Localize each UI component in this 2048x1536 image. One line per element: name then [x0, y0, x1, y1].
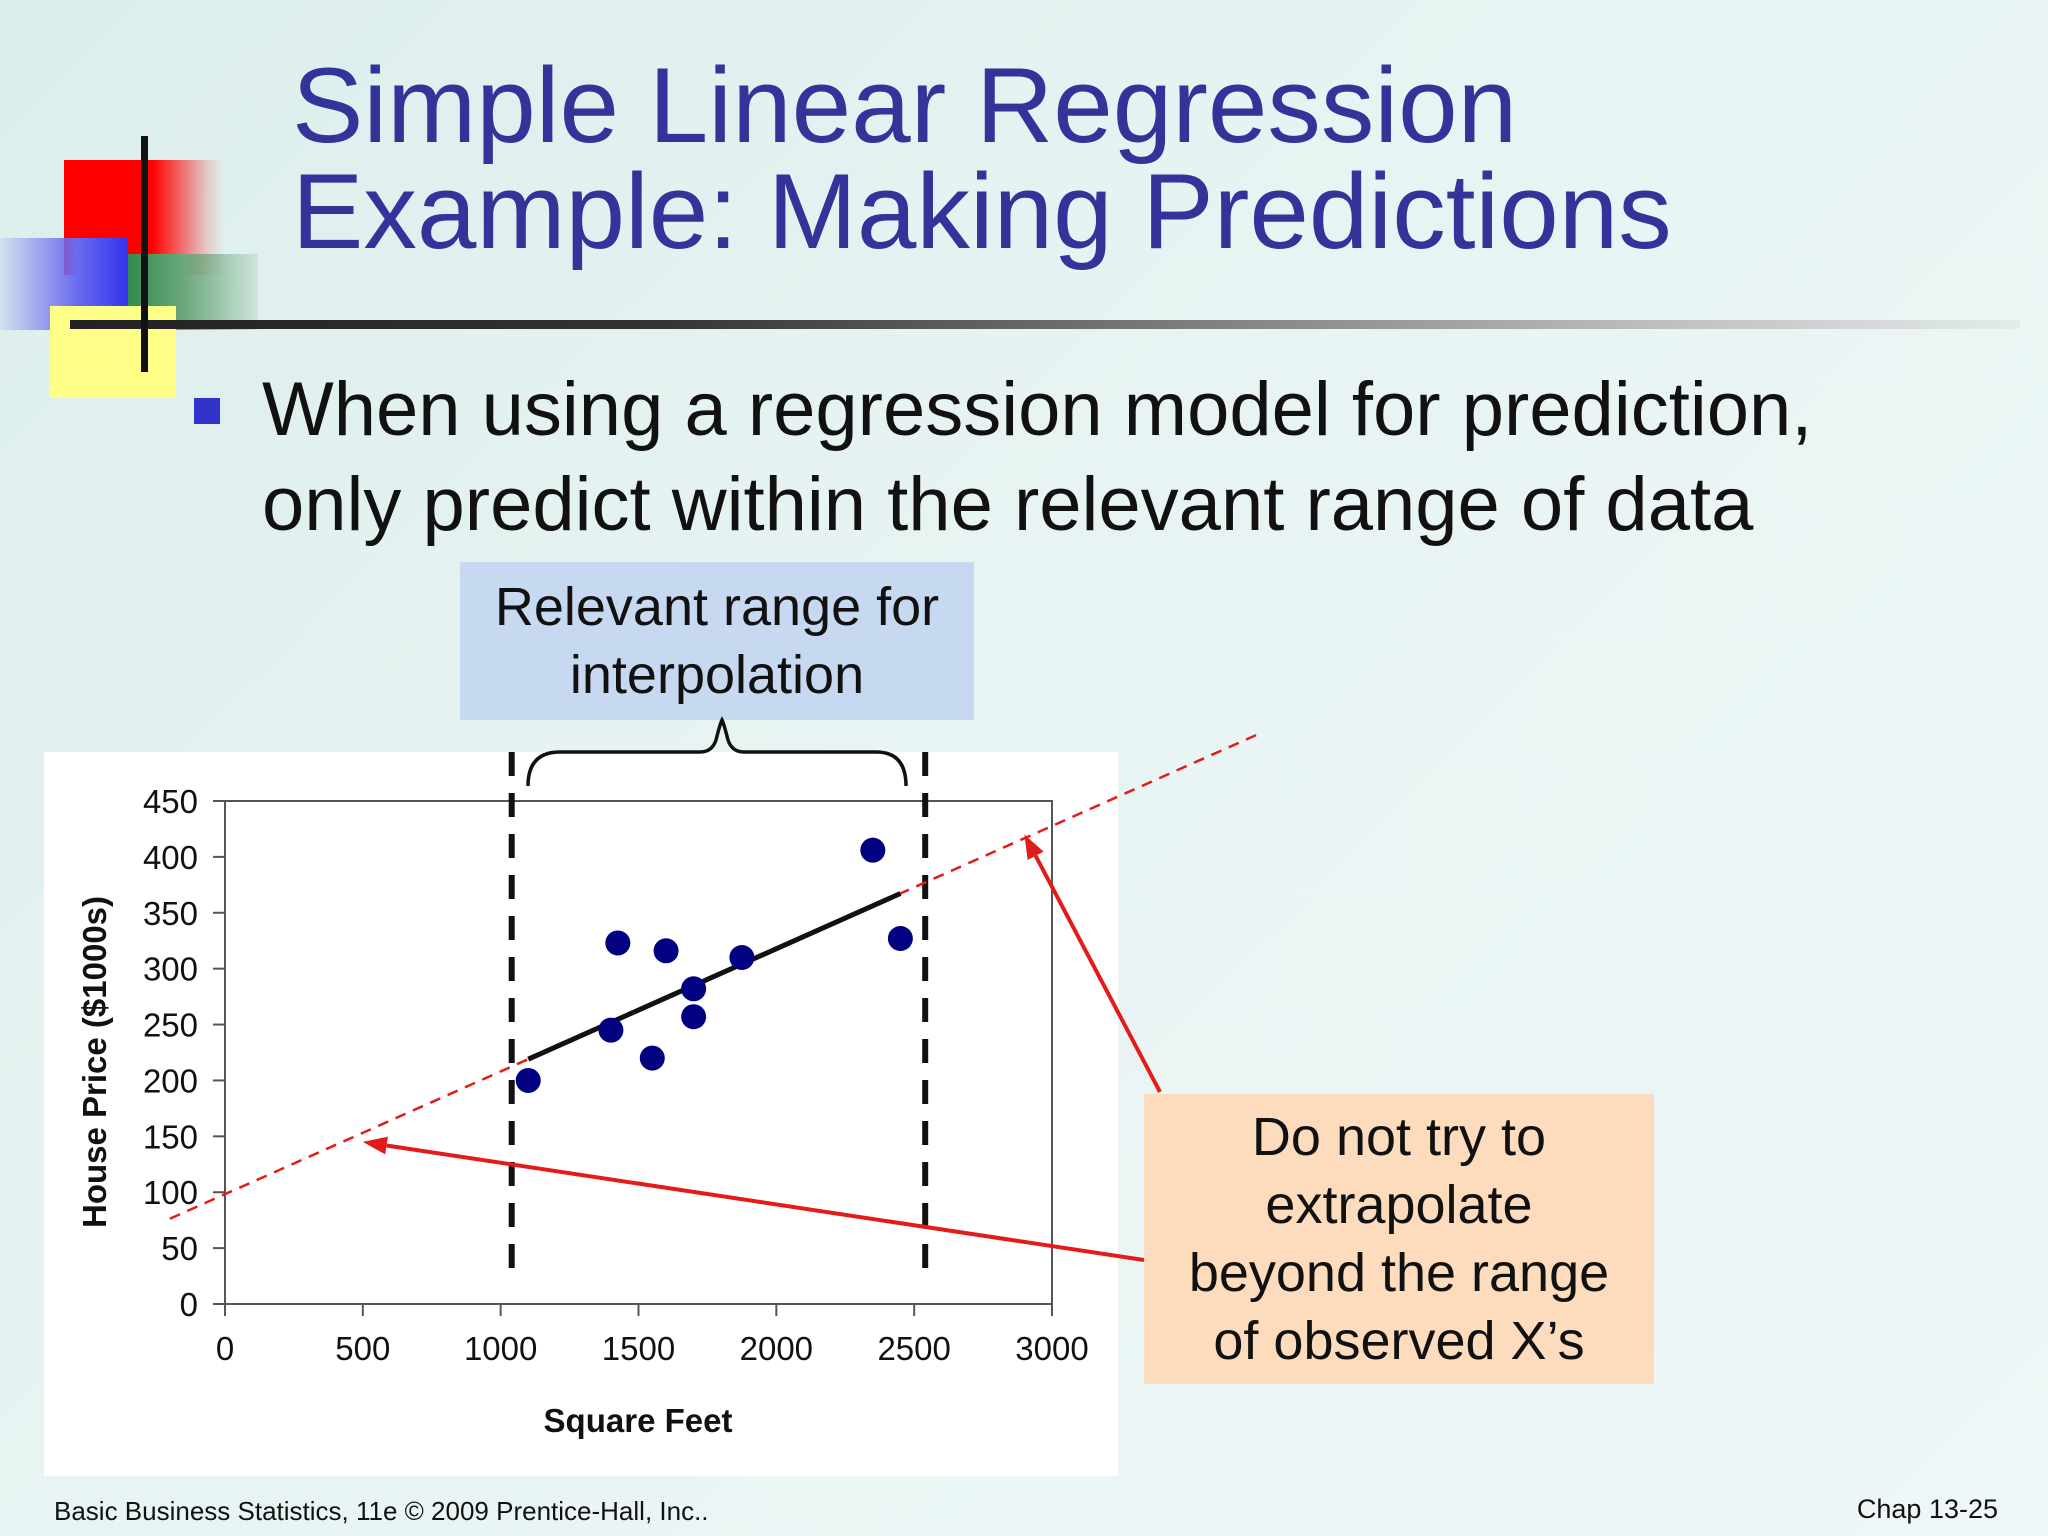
x-tick-label: 0: [216, 1330, 234, 1367]
bullet-square-icon: [194, 398, 220, 424]
x-tick-label: 500: [335, 1330, 390, 1367]
slide-title-line1: Simple Linear Regression: [292, 45, 1518, 165]
y-tick-label: 350: [143, 895, 198, 932]
title-divider-line: [70, 320, 2020, 329]
regression-line: [527, 891, 902, 1062]
extrapolation-warning-callout: Do not try to extrapolate beyond the ran…: [1144, 1094, 1654, 1384]
warning-line4: of observed X’s: [1213, 1311, 1585, 1371]
range-brace: [526, 716, 908, 787]
x-tick-label: 1500: [602, 1330, 675, 1367]
x-axis-label: Square Feet: [544, 1402, 733, 1439]
y-tick-label: 400: [143, 839, 198, 876]
data-point: [653, 938, 679, 964]
x-tick-label: 1000: [464, 1330, 537, 1367]
arrowhead-icon: [362, 1136, 388, 1155]
footer-citation: Basic Business Statistics, 11e © 2009 Pr…: [54, 1496, 709, 1526]
data-point: [598, 1017, 624, 1043]
decor-vertical-line: [141, 136, 148, 372]
y-tick-label: 200: [143, 1062, 198, 1099]
y-axis-label: House Price ($1000s): [76, 896, 113, 1228]
x-tick-label: 3000: [1015, 1330, 1088, 1367]
bullet-text: When using a regression model for predic…: [262, 362, 2002, 552]
bullet-line2: only predict within the relevant range o…: [262, 462, 1754, 547]
y-tick-label: 150: [143, 1118, 198, 1155]
slide-title: Simple Linear Regression Example: Making…: [292, 45, 1672, 271]
y-tick-label: 250: [143, 1007, 198, 1044]
y-tick-label: 0: [180, 1286, 198, 1323]
data-point: [729, 944, 755, 970]
relevant-range-callout: Relevant range for interpolation: [460, 562, 974, 720]
chart-panel: [44, 752, 1118, 1476]
extrapolation-arrow: [1033, 854, 1162, 1093]
extrapolation-arrow: [386, 1143, 1145, 1262]
bullet-line1: When using a regression model for predic…: [262, 367, 1813, 452]
y-tick-label: 100: [143, 1174, 198, 1211]
y-tick-label: 450: [143, 783, 198, 820]
data-point: [605, 930, 631, 956]
relevant-range-line2: interpolation: [569, 645, 865, 705]
arrowhead-icon: [1024, 834, 1044, 860]
slide-title-line2: Example: Making Predictions: [292, 151, 1672, 271]
relevant-range-line1: Relevant range for: [494, 577, 940, 637]
data-point: [639, 1045, 665, 1071]
x-tick-label: 2500: [877, 1330, 950, 1367]
y-tick-label: 300: [143, 951, 198, 988]
data-point: [887, 925, 913, 951]
data-point: [515, 1067, 541, 1093]
data-point: [681, 1004, 707, 1030]
warning-line1: Do not try to: [1251, 1107, 1547, 1167]
data-point: [860, 837, 886, 863]
warning-line2: extrapolate: [1265, 1175, 1533, 1235]
data-point: [681, 976, 707, 1002]
x-tick-label: 2000: [740, 1330, 813, 1367]
warning-line3: beyond the range: [1188, 1243, 1610, 1303]
footer-slide-number: Chap 13-25: [1856, 1494, 1998, 1524]
y-tick-label: 50: [161, 1230, 198, 1267]
